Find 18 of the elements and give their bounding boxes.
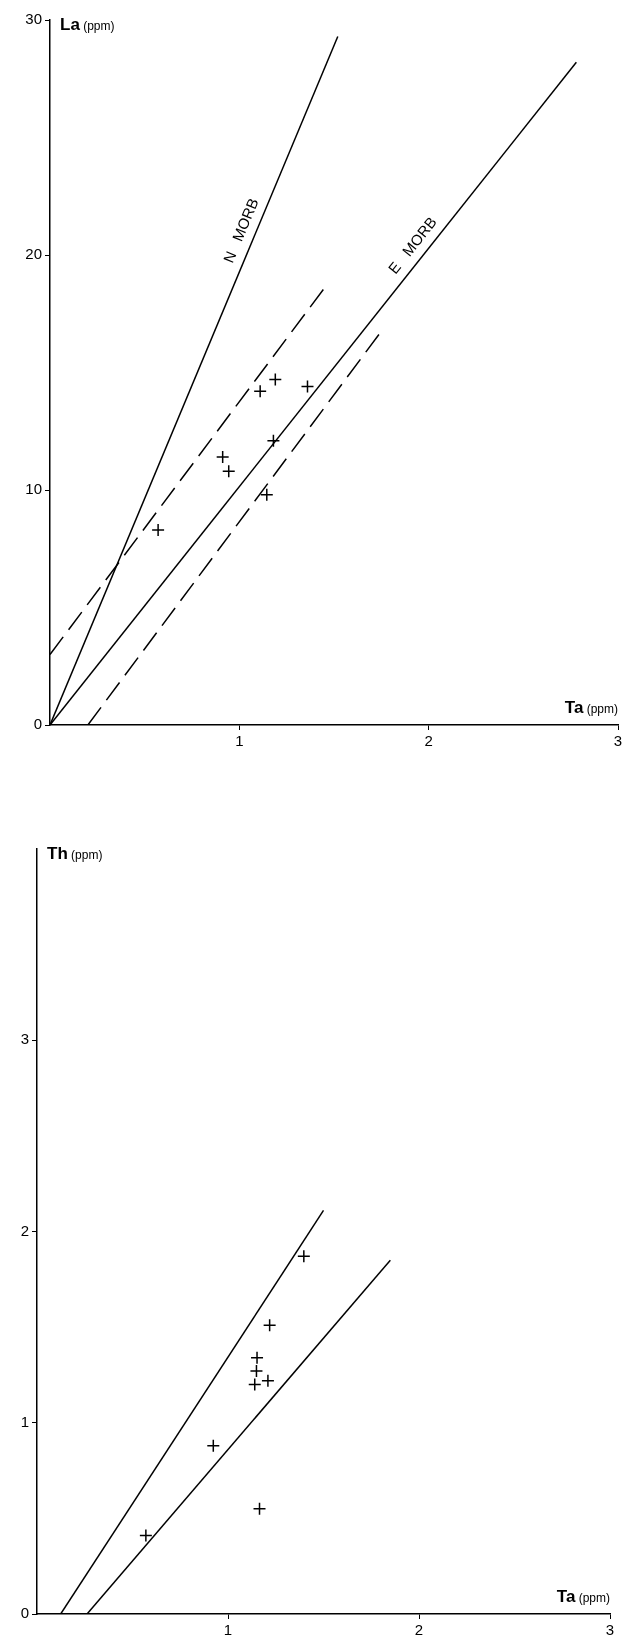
y-tick-label: 0 bbox=[20, 1604, 29, 1622]
x-tick-label: 3 bbox=[605, 1621, 615, 1639]
y-tick-label: 30 bbox=[25, 10, 42, 28]
y-tick-label: 0 bbox=[33, 715, 42, 733]
x-tick-label: 3 bbox=[613, 732, 623, 750]
x-tick-label: 1 bbox=[235, 732, 244, 750]
y-tick-label: 3 bbox=[20, 1030, 29, 1048]
y-axis-title: Th (ppm) bbox=[47, 844, 103, 863]
y-tick-label: 1 bbox=[20, 1412, 29, 1430]
x-axis-title: Ta (ppm) bbox=[556, 1587, 610, 1606]
x-tick-label: 2 bbox=[424, 732, 433, 750]
y-axis-title: La (ppm) bbox=[60, 15, 115, 34]
y-tick-label: 2 bbox=[20, 1221, 29, 1239]
x-tick-label: 1 bbox=[223, 1621, 233, 1639]
x-axis-title: Ta (ppm) bbox=[564, 698, 618, 717]
x-tick-label: 2 bbox=[414, 1621, 424, 1639]
y-tick-label: 20 bbox=[25, 245, 42, 263]
y-tick-label: 10 bbox=[25, 480, 42, 498]
